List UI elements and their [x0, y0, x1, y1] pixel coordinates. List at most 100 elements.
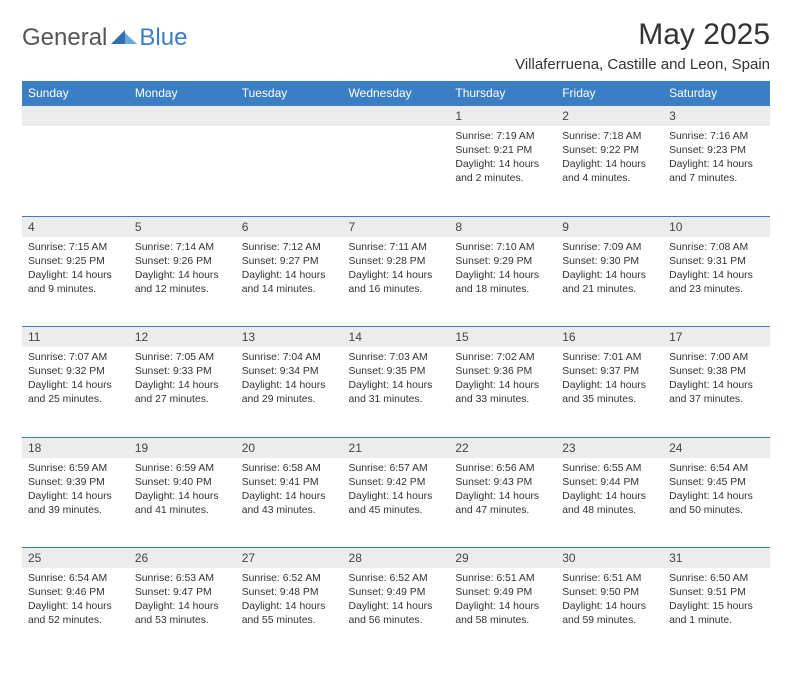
sunset-text: Sunset: 9:48 PM — [242, 586, 337, 600]
day-number-cell: 7 — [343, 216, 450, 237]
day-number-cell — [22, 106, 129, 127]
sunset-text: Sunset: 9:40 PM — [135, 476, 230, 490]
sunset-text: Sunset: 9:51 PM — [669, 586, 764, 600]
daylight-text: Daylight: 14 hours and 29 minutes. — [242, 379, 337, 407]
day-cell: Sunrise: 6:55 AMSunset: 9:44 PMDaylight:… — [556, 458, 663, 548]
daylight-text: Daylight: 14 hours and 31 minutes. — [349, 379, 444, 407]
weekday-header: Wednesday — [343, 81, 450, 106]
day-cell — [129, 126, 236, 216]
sunset-text: Sunset: 9:39 PM — [28, 476, 123, 490]
day-number: 13 — [242, 330, 255, 344]
day-number-cell: 13 — [236, 327, 343, 348]
daylight-text: Daylight: 14 hours and 58 minutes. — [455, 600, 550, 628]
sunrise-text: Sunrise: 7:19 AM — [455, 130, 550, 144]
day-number-cell: 18 — [22, 437, 129, 458]
day-number-cell: 28 — [343, 548, 450, 569]
sunrise-text: Sunrise: 6:54 AM — [28, 572, 123, 586]
sunset-text: Sunset: 9:50 PM — [562, 586, 657, 600]
day-number-cell — [129, 106, 236, 127]
day-number: 12 — [135, 330, 148, 344]
sunrise-text: Sunrise: 6:56 AM — [455, 462, 550, 476]
day-number-cell: 29 — [449, 548, 556, 569]
day-number: 14 — [349, 330, 362, 344]
day-number: 31 — [669, 551, 682, 565]
weekday-header: Sunday — [22, 81, 129, 106]
day-number: 16 — [562, 330, 575, 344]
sunrise-text: Sunrise: 7:14 AM — [135, 241, 230, 255]
day-number-cell: 10 — [663, 216, 770, 237]
day-number-cell: 30 — [556, 548, 663, 569]
sunrise-text: Sunrise: 7:00 AM — [669, 351, 764, 365]
daylight-text: Daylight: 14 hours and 21 minutes. — [562, 269, 657, 297]
day-number: 27 — [242, 551, 255, 565]
day-number: 26 — [135, 551, 148, 565]
location-text: Villaferruena, Castille and Leon, Spain — [515, 56, 770, 73]
daylight-text: Daylight: 15 hours and 1 minute. — [669, 600, 764, 628]
week-row: Sunrise: 6:54 AMSunset: 9:46 PM Daylight:… — [22, 568, 770, 658]
sunrise-text: Sunrise: 6:52 AM — [242, 572, 337, 586]
day-number: 6 — [242, 220, 249, 234]
weekday-header: Tuesday — [236, 81, 343, 106]
daylight-text: Daylight: 14 hours and 37 minutes. — [669, 379, 764, 407]
day-cell: Sunrise: 7:04 AMSunset: 9:34 PMDaylight:… — [236, 347, 343, 437]
day-cell: Sunrise: 7:01 AMSunset: 9:37 PMDaylight:… — [556, 347, 663, 437]
day-number-cell — [343, 106, 450, 127]
sunset-text: Sunset: 9:46 PM — [28, 586, 123, 600]
day-number-cell: 14 — [343, 327, 450, 348]
sunset-text: Sunset: 9:31 PM — [669, 255, 764, 269]
daynum-row: 45678910 — [22, 216, 770, 237]
weekday-header: Monday — [129, 81, 236, 106]
daylight-text: Daylight: 14 hours and 14 minutes. — [242, 269, 337, 297]
sunset-text: Sunset: 9:32 PM — [28, 365, 123, 379]
day-cell: Sunrise: 6:51 AMSunset: 9:49 PMDaylight:… — [449, 568, 556, 658]
sunrise-text: Sunrise: 6:59 AM — [135, 462, 230, 476]
day-cell: Sunrise: 7:09 AMSunset: 9:30 PMDaylight:… — [556, 237, 663, 327]
sunrise-text: Sunrise: 7:16 AM — [669, 130, 764, 144]
sunrise-text: Sunrise: 6:58 AM — [242, 462, 337, 476]
day-number: 25 — [28, 551, 41, 565]
sunset-text: Sunset: 9:41 PM — [242, 476, 337, 490]
day-cell: Sunrise: 7:07 AMSunset: 9:32 PMDaylight:… — [22, 347, 129, 437]
sunrise-text: Sunrise: 7:11 AM — [349, 241, 444, 255]
day-cell: Sunrise: 7:05 AMSunset: 9:33 PMDaylight:… — [129, 347, 236, 437]
day-number: 9 — [562, 220, 569, 234]
daynum-row: 123 — [22, 106, 770, 127]
day-cell: Sunrise: 7:00 AMSunset: 9:38 PMDaylight:… — [663, 347, 770, 437]
sunrise-text: Sunrise: 6:54 AM — [669, 462, 764, 476]
sunrise-text: Sunrise: 7:09 AM — [562, 241, 657, 255]
day-number-cell: 12 — [129, 327, 236, 348]
daylight-text: Daylight: 14 hours and 56 minutes. — [349, 600, 444, 628]
weekday-header-row: Sunday Monday Tuesday Wednesday Thursday… — [22, 81, 770, 106]
sunset-text: Sunset: 9:47 PM — [135, 586, 230, 600]
daylight-text: Daylight: 14 hours and 16 minutes. — [349, 269, 444, 297]
day-number-cell — [236, 106, 343, 127]
day-number-cell: 8 — [449, 216, 556, 237]
logo-text-blue: Blue — [139, 24, 187, 52]
logo-mark-icon — [111, 26, 137, 51]
sunrise-text: Sunrise: 6:59 AM — [28, 462, 123, 476]
week-row: Sunrise: 7:19 AMSunset: 9:21 PMDaylight:… — [22, 126, 770, 216]
sunset-text: Sunset: 9:29 PM — [455, 255, 550, 269]
day-number: 30 — [562, 551, 575, 565]
day-number-cell: 22 — [449, 437, 556, 458]
day-cell: Sunrise: 6:57 AMSunset: 9:42 PMDaylight:… — [343, 458, 450, 548]
daylight-text: Daylight: 14 hours and 43 minutes. — [242, 490, 337, 518]
week-row: Sunrise: 7:07 AMSunset: 9:32 PM Daylight:… — [22, 347, 770, 437]
day-number-cell: 23 — [556, 437, 663, 458]
day-number-cell: 1 — [449, 106, 556, 127]
sunrise-text: Sunrise: 7:07 AM — [28, 351, 123, 365]
sunrise-text: Sunrise: 7:02 AM — [455, 351, 550, 365]
day-number: 21 — [349, 441, 362, 455]
sunrise-text: Sunrise: 7:10 AM — [455, 241, 550, 255]
day-cell: Sunrise: 7:16 AMSunset: 9:23 PMDaylight:… — [663, 126, 770, 216]
sunrise-text: Sunrise: 6:51 AM — [455, 572, 550, 586]
sunset-text: Sunset: 9:36 PM — [455, 365, 550, 379]
sunset-text: Sunset: 9:38 PM — [669, 365, 764, 379]
weekday-header: Friday — [556, 81, 663, 106]
daylight-text: Daylight: 14 hours and 45 minutes. — [349, 490, 444, 518]
sunset-text: Sunset: 9:25 PM — [28, 255, 123, 269]
week-row: Sunrise: 6:59 AMSunset: 9:39 PMDaylight:… — [22, 458, 770, 548]
sunset-text: Sunset: 9:34 PM — [242, 365, 337, 379]
sunset-text: Sunset: 9:26 PM — [135, 255, 230, 269]
day-cell: Sunrise: 7:11 AMSunset: 9:28 PMDaylight:… — [343, 237, 450, 327]
